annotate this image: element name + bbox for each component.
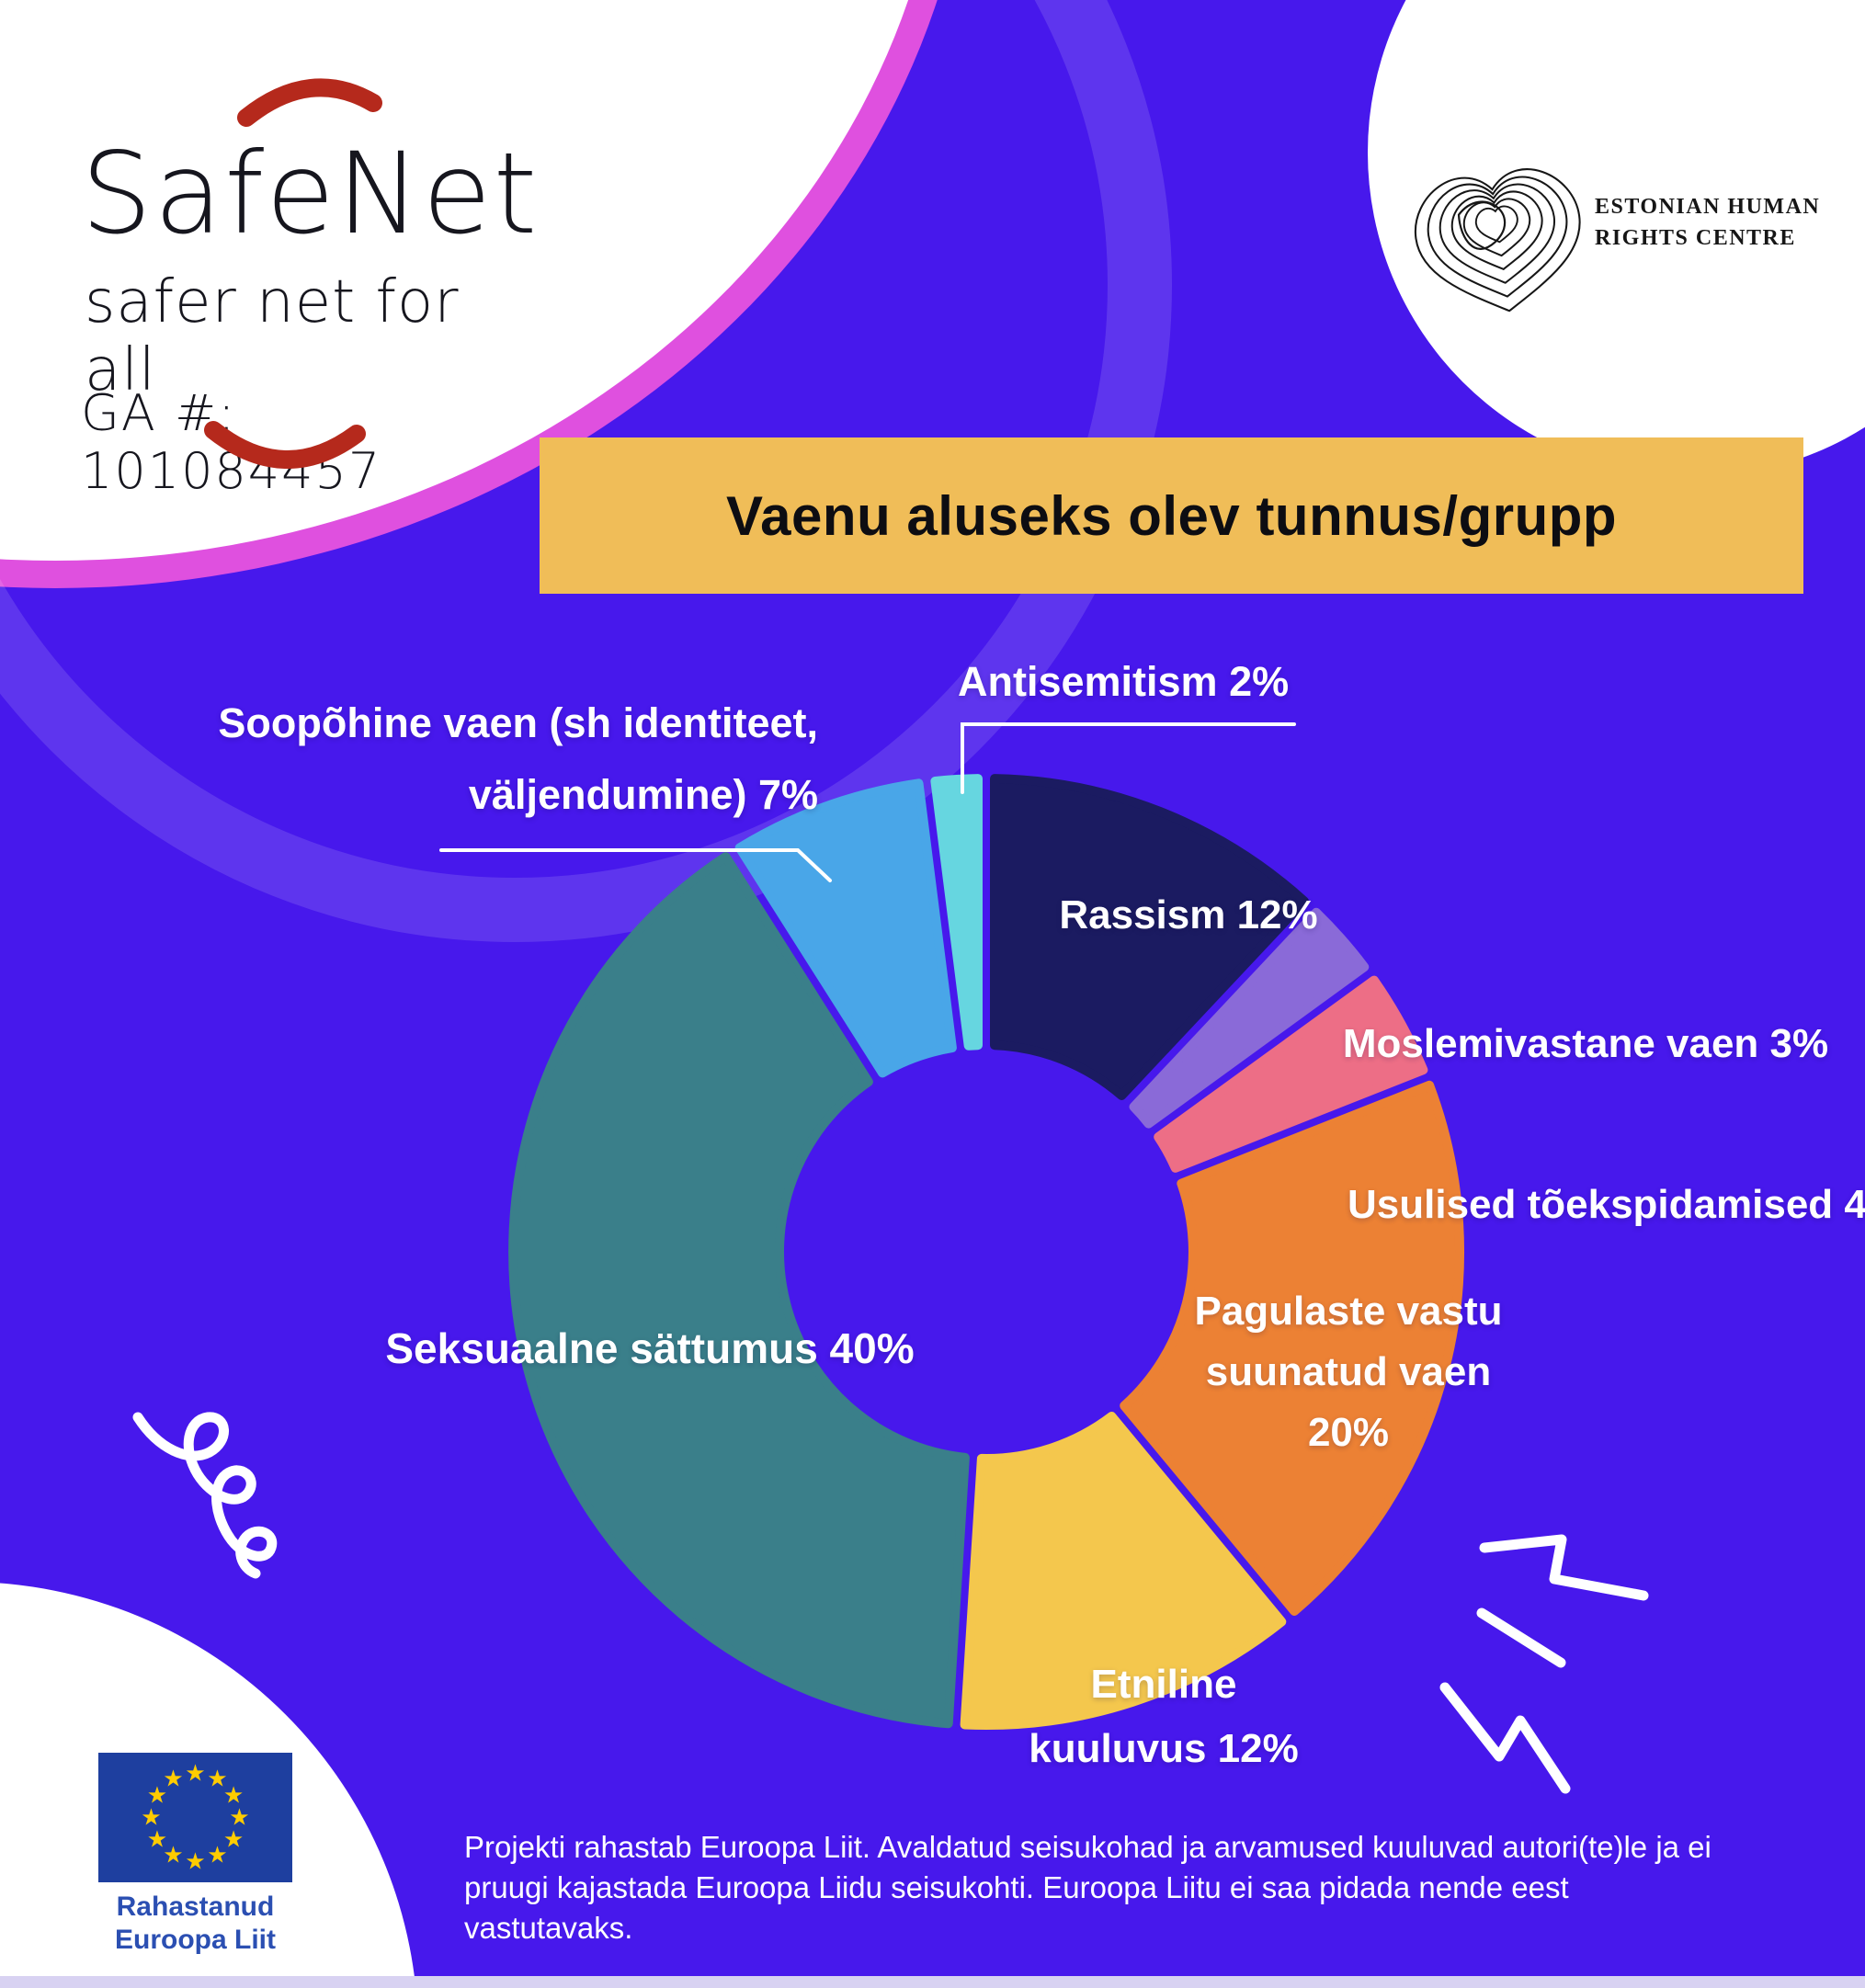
page-title: Vaenu aluseks olev tunnus/grupp [725,484,1618,547]
label-soopohine-line2: väljendumine) 7% [468,771,818,818]
disclaimer-line2: pruugi kajastada Euroopa Liidu seisukoht… [464,1870,1569,1904]
label-pagulaste: Pagulaste vastu suunatud vaen 20% [1194,1281,1502,1463]
donut-segments [508,774,1465,1731]
funding-disclaimer: Projekti rahastab Euroopa Liit. Avaldatu… [464,1827,1714,1948]
eu-flag-stars-icon: ★ ★ ★ ★ ★ ★ ★ ★ ★ ★ ★ ★ [98,1753,292,1882]
eu-star-icon: ★ [229,1804,250,1830]
label-etniline: Etniline kuuluvus 12% [1029,1653,1298,1781]
eu-caption-line1: Rahastanud [116,1891,275,1922]
lightning-doodle-icon [1439,1682,1571,1794]
label-soopohine-line1: Soopõhine vaen (sh identiteet, [218,699,818,746]
label-pagulaste-line1: Pagulaste vastu [1194,1289,1503,1334]
eu-star-icon: ★ [222,1782,244,1808]
label-pagulaste-line2: suunatud vaen [1205,1349,1492,1394]
eu-star-icon: ★ [163,1842,184,1869]
eu-star-icon: ★ [207,1842,228,1869]
eu-caption-line2: Euroopa Liit [115,1925,276,1955]
white-circle-top-right [1368,0,1865,477]
label-etniline-line1: Etniline [1090,1662,1237,1707]
eu-star-icon: ★ [146,1826,168,1852]
leader-line-soopohine [439,848,832,882]
dash-doodle-icon [1476,1607,1566,1668]
label-usulised: Usulised tõekspidamised 4% [1348,1182,1865,1227]
label-moslemivastane: Moslemivastane vaen 3% [1342,1021,1829,1066]
eu-star-icon: ★ [141,1804,162,1830]
segment-pagulaste-vastu-suunatud-vaen [1120,1080,1465,1616]
decor-ring [0,0,1172,942]
segment-etniline-kuuluvus [960,1412,1287,1731]
segment-rassism [990,774,1309,1100]
segment-seksuaalne-s-ttumus [508,852,970,1729]
safenet-tagline: safer net for all [85,268,460,404]
ehrc-name-line2: RIGHTS CENTRE [1595,226,1796,250]
label-pagulaste-line3: 20% [1307,1410,1390,1455]
eu-flag: ★ ★ ★ ★ ★ ★ ★ ★ ★ ★ ★ ★ [98,1753,292,1882]
eu-star-icon: ★ [185,1848,206,1874]
segment-usulised-t-ekspidamised [1154,975,1428,1173]
title-banner: Vaenu aluseks olev tunnus/grupp [540,437,1803,594]
label-etniline-line2: kuuluvus 12% [1029,1726,1299,1771]
ehrc-name-line1: ESTONIAN HUMAN [1595,195,1821,219]
disclaimer-line1: Projekti rahastab Euroopa Liit. Avaldatu… [464,1830,1711,1864]
label-seksuaalne: Seksuaalne sättumus 40% [385,1324,915,1372]
fingerprint-heart-icon [1414,168,1581,312]
label-rassism: Rassism 12% [1059,892,1318,937]
disclaimer-line3: vastutavaks. [464,1911,633,1945]
safenet-wordmark: SafeNet [81,129,540,259]
leader-line-antisemitism [961,722,1296,794]
eu-star-icon: ★ [163,1766,184,1792]
zigzag-doodle-icon [1479,1534,1649,1601]
label-antisemitism: Antisemitism 2% [958,658,1290,705]
eu-star-icon: ★ [207,1766,228,1792]
segment-antisemitism [930,774,983,1051]
segment-soop-hine-vaen-sh-identiteet-v-ljendumine- [734,778,957,1078]
safenet-logo-arcs-icon [204,78,382,469]
spiral-doodle-icon [132,1412,278,1579]
bottom-strip [0,1976,1865,1988]
white-blob-top-left [0,0,908,561]
segment-moslemivastane-vaen [1129,907,1370,1129]
eu-star-icon: ★ [222,1826,244,1852]
eu-star-icon: ★ [185,1760,206,1786]
label-soopohine: Soopõhine vaen (sh identiteet, väljendum… [218,687,818,831]
eu-star-icon: ★ [146,1782,168,1808]
